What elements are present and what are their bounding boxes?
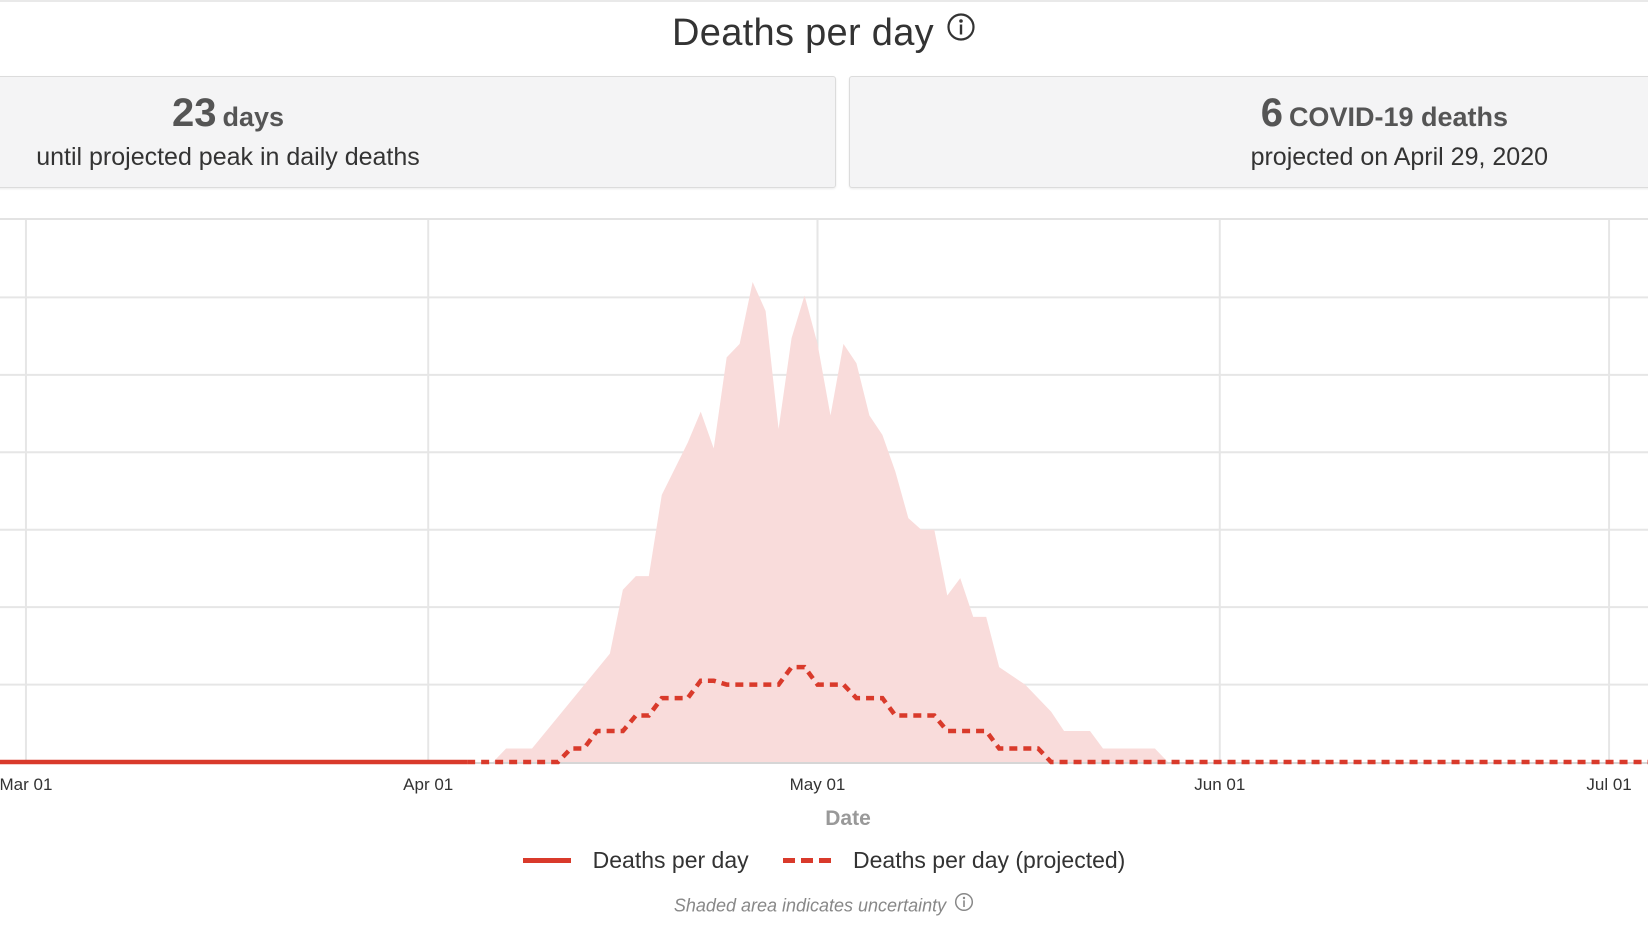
top-divider — [0, 0, 1648, 2]
uncertainty-note-text: Shaded area indicates uncertainty — [673, 895, 947, 916]
uncertainty-band — [467, 281, 1272, 762]
peak-days-stat: 23 days — [0, 91, 463, 136]
x-tick-label-4: Jul 01 — [1586, 775, 1631, 794]
legend-swatch-solid — [522, 858, 571, 863]
page-title: Deaths per day — [672, 12, 934, 54]
x-tick-label-0: Mar 01 — [0, 775, 52, 794]
peak-days-unit: days — [222, 102, 285, 132]
legend-item-projected[interactable]: Deaths per day (projected) — [783, 847, 1125, 874]
info-icon[interactable] — [954, 892, 974, 917]
peak-deaths-stat: 6 COVID-19 deaths — [1261, 91, 1508, 136]
info-icon[interactable] — [946, 9, 976, 52]
deaths-chart: Mar 01 Apr 01 May 01 Jun 01 Jul 01 Date — [0, 220, 1648, 830]
peak-deaths-caption: projected on April 29, 2020 — [1250, 143, 1548, 171]
plot-top-border — [0, 218, 1648, 220]
x-tick-label-2: May 01 — [790, 775, 846, 794]
peak-deaths-unit: COVID-19 deaths — [1288, 102, 1508, 132]
x-tick-label-1: Apr 01 — [403, 775, 453, 794]
peak-days-value: 23 — [171, 91, 217, 135]
x-axis-title: Date — [825, 807, 871, 830]
chart-legend: Deaths per day Deaths per day (projected… — [0, 842, 1648, 874]
peak-days-card: 23 days until projected peak in daily dea… — [0, 76, 836, 188]
chart-heading: Deaths per day — [0, 12, 1648, 56]
legend-label-actual: Deaths per day — [592, 847, 749, 873]
peak-days-caption: until projected peak in daily deaths — [36, 143, 420, 171]
peak-deaths-card: 6 COVID-19 deaths projected on April 29, … — [849, 76, 1648, 188]
series-line-projected — [467, 664, 1648, 765]
legend-label-projected: Deaths per day (projected) — [853, 847, 1126, 873]
uncertainty-note: Shaded area indicates uncertainty — [0, 892, 1648, 919]
legend-item-actual[interactable]: Deaths per day — [522, 847, 749, 874]
legend-swatch-dashed — [783, 858, 832, 863]
peak-deaths-value: 6 — [1260, 91, 1283, 135]
x-tick-label-3: Jun 01 — [1194, 775, 1245, 794]
